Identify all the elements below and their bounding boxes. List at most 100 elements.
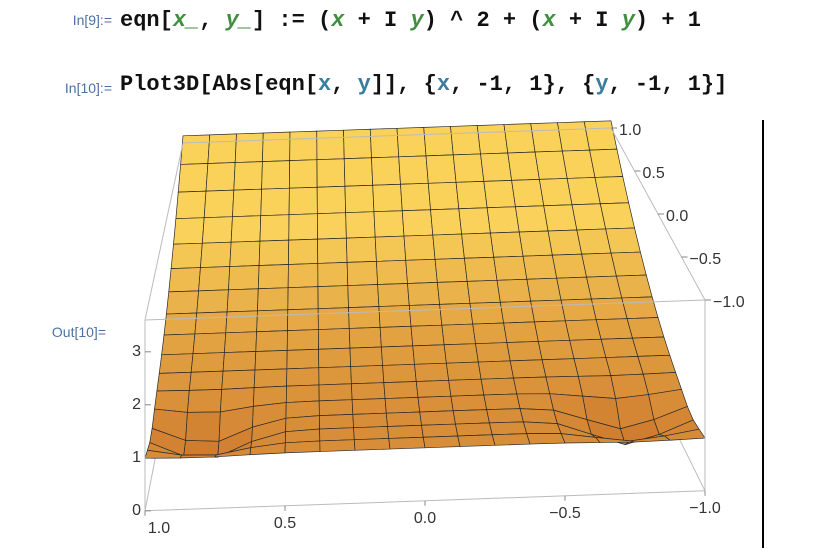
- surface-patch: [543, 204, 578, 232]
- surface-patch: [417, 395, 454, 413]
- code: ]], {: [370, 72, 437, 97]
- cell-label: In[9]:=: [72, 12, 112, 28]
- surface-patch: [518, 230, 553, 257]
- surface-patch: [547, 229, 583, 256]
- surface-patch: [401, 209, 434, 237]
- surface-patch: [626, 317, 665, 339]
- surface-patch: [173, 217, 205, 245]
- surface-patch: [259, 214, 290, 242]
- surface-patch: [450, 125, 481, 156]
- surface-patch: [319, 439, 356, 452]
- surface-patch: [180, 134, 211, 165]
- surface-patch: [477, 360, 514, 380]
- surface-patch: [344, 184, 375, 214]
- surface-patch: [537, 339, 575, 361]
- surface-patch: [589, 148, 624, 178]
- surface-patch: [222, 351, 257, 372]
- surface-patch: [530, 122, 563, 153]
- surface-patch: [564, 319, 602, 341]
- surface-patch: [175, 190, 207, 220]
- surface-patch: [289, 159, 318, 189]
- surface-patch: [343, 157, 374, 187]
- surface-patch: [398, 155, 429, 185]
- surface-patch: [403, 234, 436, 261]
- surface-patch: [511, 179, 545, 208]
- surface-patch: [262, 131, 291, 162]
- surface-patch: [353, 426, 390, 441]
- code-line[interactable]: Plot3D[Abs[eqn[x, y]], {x, -1, 1}, {y, -…: [120, 72, 727, 97]
- surface-patch: [229, 240, 261, 267]
- surface-patch: [534, 320, 571, 342]
- surface-patch: [507, 151, 540, 181]
- surface-patch: [530, 299, 566, 323]
- code: x: [436, 72, 451, 97]
- surface-patch: [519, 408, 558, 425]
- surface-patch: [286, 348, 320, 370]
- surface-patch: [232, 188, 262, 218]
- surface-patch: [457, 434, 496, 447]
- surface-patch: [605, 356, 644, 376]
- surface-patch: [621, 296, 659, 319]
- surface-patch: [499, 300, 535, 324]
- surface-patch: [287, 263, 319, 289]
- surface-patch: [372, 183, 403, 213]
- surface-patch: [256, 309, 289, 333]
- surface-patch: [260, 187, 290, 217]
- code-line[interactable]: eqn[x_, y_] := (x + I y) ^ 2 + (x + I y)…: [120, 8, 701, 33]
- surface-patch: [348, 327, 382, 349]
- surface-patch: [287, 308, 319, 332]
- code: y: [410, 8, 424, 33]
- surface-patch: [595, 318, 633, 340]
- surface-patch: [289, 130, 318, 161]
- surface-patch: [158, 353, 194, 374]
- surface-patch: [316, 185, 347, 215]
- surface-patch: [348, 306, 381, 329]
- cell-label: Out[10]=: [51, 324, 106, 340]
- y-tick-label: −0.5: [690, 251, 722, 268]
- surface-patch: [560, 298, 597, 322]
- surface-patch: [410, 324, 445, 347]
- code: eqn[: [120, 8, 173, 33]
- z-tick-label: 0: [132, 502, 141, 519]
- surface-patch: [187, 388, 223, 413]
- surface-patch: [286, 329, 319, 351]
- surface-patch: [353, 438, 391, 451]
- surface-patch: [349, 346, 383, 367]
- surface-patch: [163, 312, 198, 336]
- code: ,: [199, 8, 226, 33]
- surface-patch: [254, 349, 288, 371]
- surface-patch: [480, 377, 518, 396]
- surface-patch: [382, 363, 417, 383]
- surface-patch: [506, 341, 543, 362]
- surface-patch: [185, 411, 221, 442]
- surface-patch: [610, 373, 650, 399]
- code: y: [621, 8, 635, 33]
- surface-patch: [551, 253, 587, 279]
- surface-patch: [637, 354, 677, 375]
- code: + I: [555, 8, 622, 33]
- surface-patch: [526, 277, 562, 302]
- surface-patch: [346, 261, 379, 286]
- surface-patch: [234, 132, 264, 163]
- surface-patch: [319, 427, 355, 442]
- y-tick-label: 1.0: [619, 122, 641, 139]
- surface-patch: [422, 435, 461, 449]
- surface-patch: [347, 284, 380, 308]
- surface-patch: [377, 283, 410, 307]
- surface-patch: [228, 265, 260, 291]
- surface-patch: [427, 181, 460, 211]
- z-tick-label: 3: [132, 343, 141, 360]
- surface-patch: [405, 258, 438, 284]
- z-tick-label: 2: [132, 396, 141, 413]
- surface-patch: [200, 241, 232, 268]
- code: x: [318, 72, 332, 97]
- surface-patch: [288, 238, 319, 265]
- surface-patch: [600, 337, 639, 358]
- surface-patch: [192, 332, 227, 355]
- surface-patch: [170, 242, 203, 269]
- surface-patch: [284, 428, 321, 444]
- surface-patch: [285, 400, 320, 419]
- surface-patch: [319, 413, 354, 430]
- surface-patch: [538, 178, 573, 207]
- surface-patch: [534, 150, 568, 180]
